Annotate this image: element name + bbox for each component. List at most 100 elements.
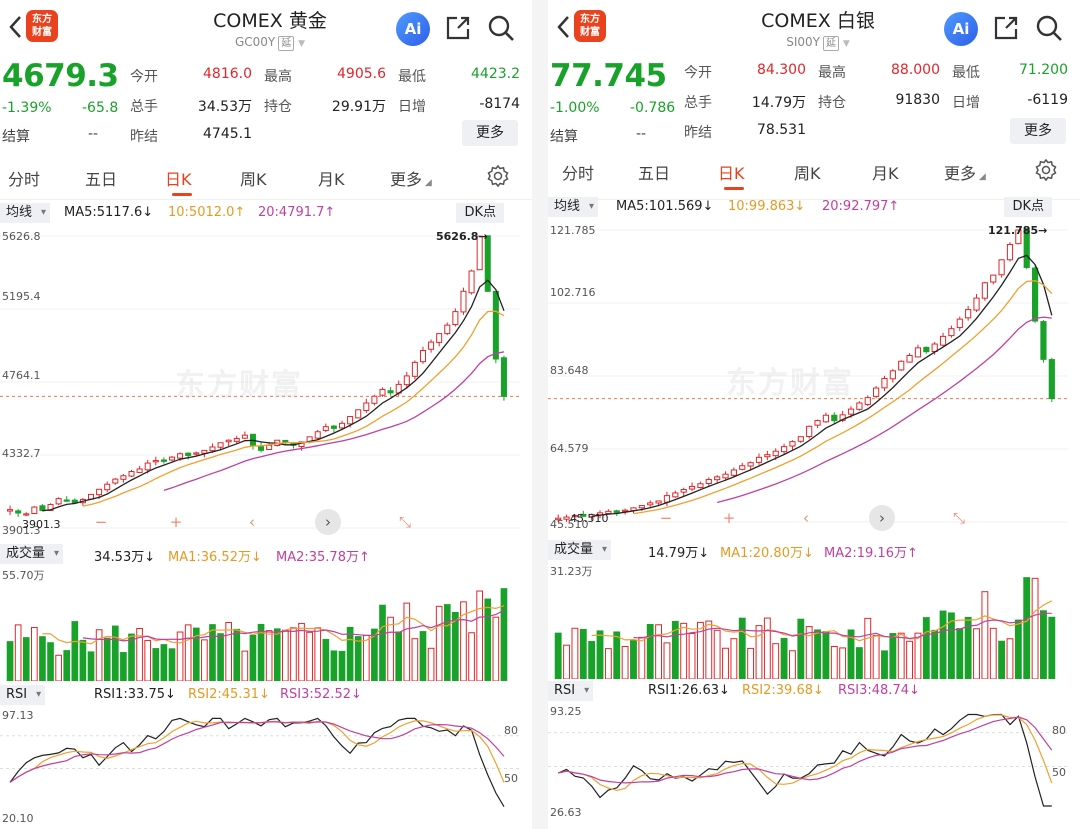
kline-chart[interactable]: 东方财富 5626.8 5195.4 4764.1 4332.7 3901.3 … <box>0 228 520 540</box>
rsi-axis-bottom: 26.63 <box>550 806 582 819</box>
dk-point-button[interactable]: DK点 <box>1004 197 1052 217</box>
tab-weekly-k[interactable]: 周K <box>794 164 821 183</box>
tab-intraday[interactable]: 分时 <box>562 164 595 183</box>
search-icon[interactable] <box>486 13 516 43</box>
volume-current: 34.53万↓ <box>94 550 156 565</box>
volume-bar <box>981 591 989 679</box>
prev-settle-label: 昨结 <box>130 129 158 145</box>
volume-bar <box>897 632 905 679</box>
fullscreen-icon[interactable]: ⤡ <box>398 513 411 531</box>
more-button[interactable]: 更多 <box>1010 118 1066 144</box>
rsi-axis-top: 93.25 <box>550 705 582 718</box>
volume-current: 14.79万↓ <box>648 546 710 561</box>
share-icon[interactable] <box>444 14 472 42</box>
more-button[interactable]: 更多 <box>462 120 518 146</box>
zoom-in-button[interactable]: + <box>169 513 183 531</box>
tab-five-day[interactable]: 五日 <box>85 170 118 189</box>
volume-bar <box>435 605 443 681</box>
volume-bar <box>314 627 322 681</box>
settings-gear-icon[interactable] <box>486 164 510 188</box>
volume-bar <box>680 622 688 679</box>
volume-selector[interactable]: 成交量 <box>548 540 612 560</box>
candle <box>468 270 475 294</box>
tab-intraday[interactable]: 分时 <box>8 170 41 189</box>
tab-daily-k[interactable]: 日K <box>718 164 745 183</box>
app-logo: 东方 财富 <box>574 10 606 42</box>
settings-gear-icon[interactable] <box>1034 158 1058 182</box>
candle <box>233 438 240 442</box>
watermark: 东方财富 <box>175 368 303 403</box>
ma5-value: MA5:101.569↓ <box>616 199 714 214</box>
candle <box>797 436 804 442</box>
volume-bar <box>387 616 394 681</box>
dk-point-button[interactable]: DK点 <box>456 203 504 223</box>
search-icon[interactable] <box>1034 13 1064 43</box>
delay-tag: 延 <box>823 36 839 51</box>
fullscreen-icon[interactable]: ⤡ <box>952 509 965 527</box>
candle <box>96 488 103 496</box>
volume-bar <box>79 639 87 681</box>
volume-bar <box>789 650 796 679</box>
volume-bar <box>646 624 654 679</box>
contract-code: SI00Y 延 ▼ <box>786 35 850 51</box>
volume-bar <box>217 633 224 681</box>
candle <box>403 375 410 386</box>
scroll-right-button[interactable]: › <box>315 509 341 535</box>
back-arrow-icon[interactable] <box>554 14 574 40</box>
volume-bar <box>964 616 972 679</box>
volume-bar <box>103 637 111 681</box>
ai-button[interactable]: Ai <box>944 12 978 46</box>
kline-chart[interactable]: 东方财富 121.785 102.716 83.648 64.579 45.51… <box>548 222 1068 534</box>
ma10-line <box>82 310 505 507</box>
rsi1-value: RSI1:26.63↓ <box>648 683 730 698</box>
price-axis-label: 5195.4 <box>2 290 41 303</box>
ma-selector[interactable]: 均线 <box>548 197 599 217</box>
ma20-line <box>163 351 505 492</box>
ma-selector[interactable]: 均线 <box>0 203 51 223</box>
tab-weekly-k[interactable]: 周K <box>240 170 267 189</box>
tab-monthly-k[interactable]: 月K <box>318 170 345 189</box>
volume-bar <box>847 629 855 679</box>
volume-bar <box>298 622 305 681</box>
tab-more[interactable]: 更多 ◢ <box>944 164 986 183</box>
candle <box>241 434 248 439</box>
candle <box>697 483 704 489</box>
candle <box>764 454 771 458</box>
volume-selector[interactable]: 成交量 <box>0 544 64 564</box>
volume-axis-label: 31.23万 <box>550 565 593 578</box>
scroll-right-button[interactable]: › <box>869 505 895 531</box>
volume-chart: 31.23万 <box>548 563 1068 679</box>
change-percent: -1.00% <box>550 100 600 116</box>
volume-bar <box>468 632 475 681</box>
candle <box>722 473 729 479</box>
candle <box>948 328 955 337</box>
zoom-out-button[interactable]: − <box>659 509 673 527</box>
daily-change-label: 日增 <box>952 95 980 111</box>
rsi-level-80: 80 <box>504 724 518 737</box>
back-arrow-icon[interactable] <box>6 14 26 40</box>
quote-panel: 4679.3 -1.39% -65.8 结算 -- 今开 4816.0 最高 4… <box>0 56 532 154</box>
prev-settle-label: 昨结 <box>684 125 712 141</box>
scroll-left-button[interactable]: ‹ <box>249 513 255 531</box>
volume-bar <box>87 651 95 681</box>
zoom-in-button[interactable]: + <box>722 509 736 527</box>
share-icon[interactable] <box>992 14 1020 42</box>
tab-more[interactable]: 更多 ◢ <box>390 170 432 189</box>
candle <box>492 290 499 360</box>
zoom-out-button[interactable]: − <box>94 513 108 531</box>
tab-monthly-k[interactable]: 月K <box>872 164 899 183</box>
volume-bar <box>282 629 289 681</box>
volume-bar <box>192 627 200 681</box>
candle <box>330 425 337 429</box>
rsi-selector[interactable]: RSI <box>548 681 594 701</box>
tab-five-day[interactable]: 五日 <box>638 164 671 183</box>
rsi-selector[interactable]: RSI <box>0 685 46 705</box>
volume-bar <box>95 629 103 681</box>
volume-axis-label: 55.70万 <box>2 569 45 582</box>
rsi2-value: RSI2:45.31↓ <box>188 687 270 702</box>
scroll-left-button[interactable]: ‹ <box>803 509 809 527</box>
tab-daily-k[interactable]: 日K <box>165 170 192 189</box>
volume-ma-line <box>82 609 505 642</box>
settle-value: -- <box>88 126 99 142</box>
ai-button[interactable]: Ai <box>396 12 430 46</box>
